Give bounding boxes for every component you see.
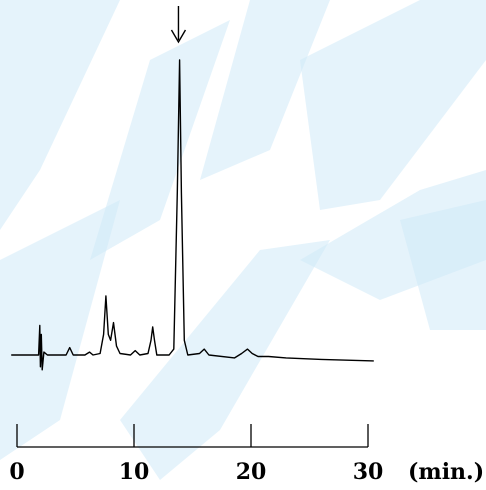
x-tick-label: 0 [9,459,24,485]
watermark-shape [300,0,486,210]
watermark-shape [90,20,230,260]
watermark-shape [0,0,120,230]
x-tick-label: 10 [119,459,150,485]
plot-area [11,6,374,371]
watermark-shape [200,0,330,180]
x-axis: 0 10 20 30 [9,424,383,485]
watermark-shape [120,240,330,480]
watermark-shape [0,200,120,460]
chromatogram-trace [11,59,374,371]
peak-arrow-icon [170,29,187,44]
x-tick-label: 20 [236,459,267,485]
watermark-shape [400,200,486,330]
watermark [0,0,486,480]
x-axis-unit-label: (min.) [408,459,484,485]
x-tick-label: 30 [353,459,384,485]
